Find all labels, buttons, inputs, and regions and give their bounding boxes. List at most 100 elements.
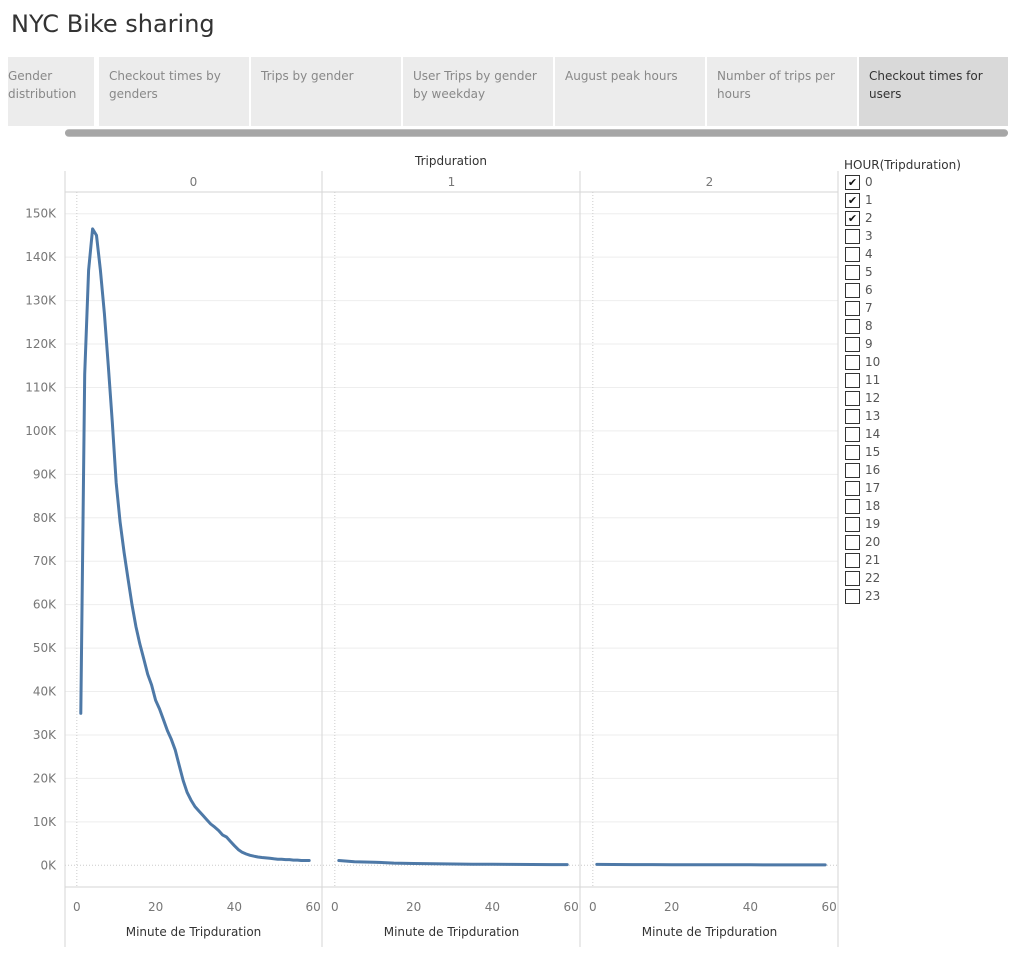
checkbox[interactable]: ✔ <box>845 211 860 226</box>
legend-item-label: 20 <box>865 535 881 549</box>
legend-item-hour-16[interactable]: 16 <box>844 462 1004 480</box>
legend-item-label: 23 <box>865 589 881 603</box>
tab-trips-by-gender[interactable]: Trips by gender <box>251 57 403 126</box>
legend-item-hour-21[interactable]: 21 <box>844 552 1004 570</box>
tab-label-line1: Gender <box>8 69 53 83</box>
legend-item-label: 15 <box>865 445 881 459</box>
checkbox[interactable]: ✔ <box>845 193 860 208</box>
legend-item-hour-11[interactable]: 11 <box>844 372 1004 390</box>
y-tick-label: 20K <box>33 771 57 785</box>
legend-item-hour-8[interactable]: 8 <box>844 318 1004 336</box>
tab-label-line2: genders <box>109 87 158 101</box>
legend-item-hour-9[interactable]: 9 <box>844 336 1004 354</box>
checkbox[interactable] <box>845 229 860 244</box>
y-tick-label: 50K <box>33 641 57 655</box>
legend-item-label: 0 <box>865 175 873 189</box>
tab-scrollbar[interactable] <box>65 129 1008 137</box>
tab-label-line2: distribution <box>8 87 77 101</box>
legend-item-hour-1[interactable]: ✔ 1 <box>844 192 1004 210</box>
legend-item-hour-12[interactable]: 12 <box>844 390 1004 408</box>
checkmark-icon: ✔ <box>847 176 858 189</box>
legend-item-label: 4 <box>865 247 873 261</box>
legend-item-hour-20[interactable]: 20 <box>844 534 1004 552</box>
legend-item-hour-23[interactable]: 23 <box>844 588 1004 606</box>
x-axis-label: Minute de Tripduration <box>642 925 778 939</box>
checkbox[interactable] <box>845 391 860 406</box>
legend-item-hour-17[interactable]: 17 <box>844 480 1004 498</box>
legend-item-hour-5[interactable]: 5 <box>844 264 1004 282</box>
tab-scrollbar-thumb[interactable] <box>65 130 1008 136</box>
tab-gender-distribution[interactable]: Gender distribution <box>8 57 96 126</box>
column-header-title: Tripduration <box>414 154 487 168</box>
checkbox[interactable] <box>845 553 860 568</box>
checkbox[interactable] <box>845 445 860 460</box>
x-tick-label: 40 <box>743 900 758 914</box>
tab-checkout-times-for-users[interactable]: Checkout times for users <box>859 57 1008 126</box>
legend-item-label: 16 <box>865 463 881 477</box>
tab-label-line2: by weekday <box>413 87 486 101</box>
y-tick-label: 60K <box>33 598 57 612</box>
x-axis-label: Minute de Tripduration <box>384 925 520 939</box>
legend-item-hour-3[interactable]: 3 <box>844 228 1004 246</box>
legend-item-hour-4[interactable]: 4 <box>844 246 1004 264</box>
legend-item-hour-13[interactable]: 13 <box>844 408 1004 426</box>
series-line-hour-2 <box>595 862 827 867</box>
y-tick-label: 70K <box>33 554 57 568</box>
legend-item-label: 2 <box>865 211 873 225</box>
legend-item-hour-7[interactable]: 7 <box>844 300 1004 318</box>
checkbox[interactable] <box>845 463 860 478</box>
checkbox[interactable] <box>845 535 860 550</box>
checkbox[interactable] <box>845 319 860 334</box>
x-axis-label: Minute de Tripduration <box>126 925 262 939</box>
checkbox[interactable] <box>845 517 860 532</box>
tab-user-trips-by-gender-by-weekday[interactable]: User Trips by gender by weekday <box>403 57 555 126</box>
tab-checkout-times-by-genders[interactable]: Checkout times by genders <box>99 57 251 126</box>
checkbox[interactable]: ✔ <box>845 175 860 190</box>
checkbox[interactable] <box>845 409 860 424</box>
legend-item-hour-14[interactable]: 14 <box>844 426 1004 444</box>
checkbox[interactable] <box>845 355 860 370</box>
checkbox[interactable] <box>845 283 860 298</box>
panel-header-1: 1 <box>448 175 456 189</box>
x-tick-label: 20 <box>406 900 421 914</box>
legend-items: ✔ 0 ✔ 1 ✔ 2 3 4 5 6 7 8 9 10 11 12 13 14 15 16 17 18 19 20 21 22 2… <box>844 174 1004 606</box>
x-tick-label: 60 <box>821 900 836 914</box>
tab-number-of-trips-per-hours[interactable]: Number of trips per hours <box>707 57 859 126</box>
checkbox[interactable] <box>845 589 860 604</box>
legend-item-hour-10[interactable]: 10 <box>844 354 1004 372</box>
checkbox[interactable] <box>845 373 860 388</box>
legend-item-hour-2[interactable]: ✔ 2 <box>844 210 1004 228</box>
checkbox[interactable] <box>845 337 860 352</box>
legend-item-hour-6[interactable]: 6 <box>844 282 1004 300</box>
y-tick-label: 150K <box>25 207 57 221</box>
tab-label-line2: users <box>869 87 902 101</box>
legend-item-label: 13 <box>865 409 881 423</box>
tab-label-line1: Checkout times for <box>869 69 983 83</box>
series-line-hour-0 <box>79 227 311 862</box>
checkbox[interactable] <box>845 427 860 442</box>
checkmark-icon: ✔ <box>847 212 858 225</box>
checkbox[interactable] <box>845 247 860 262</box>
checkbox[interactable] <box>845 301 860 316</box>
legend-item-label: 6 <box>865 283 873 297</box>
legend-item-hour-22[interactable]: 22 <box>844 570 1004 588</box>
legend-item-label: 5 <box>865 265 873 279</box>
checkbox[interactable] <box>845 481 860 496</box>
legend-item-hour-18[interactable]: 18 <box>844 498 1004 516</box>
trip-duration-chart: Tripduration 0K 10K 20K 30K 40K 50K 60K 70K 80K 90… <box>25 154 839 947</box>
y-tick-label: 130K <box>25 294 57 308</box>
legend-item-label: 18 <box>865 499 881 513</box>
panel-header-2: 2 <box>706 175 714 189</box>
tab-bar: Gender distribution Checkout times by ge… <box>8 57 1008 126</box>
tab-august-peak-hours[interactable]: August peak hours <box>555 57 707 126</box>
tab-label-line1: User Trips by gender <box>413 69 537 83</box>
legend-item-label: 21 <box>865 553 881 567</box>
checkbox[interactable] <box>845 265 860 280</box>
legend-item-hour-19[interactable]: 19 <box>844 516 1004 534</box>
legend-item-hour-0[interactable]: ✔ 0 <box>844 174 1004 192</box>
checkbox[interactable] <box>845 499 860 514</box>
y-tick-label: 100K <box>25 424 57 438</box>
legend-item-hour-15[interactable]: 15 <box>844 444 1004 462</box>
y-tick-label: 10K <box>33 815 57 829</box>
checkbox[interactable] <box>845 571 860 586</box>
